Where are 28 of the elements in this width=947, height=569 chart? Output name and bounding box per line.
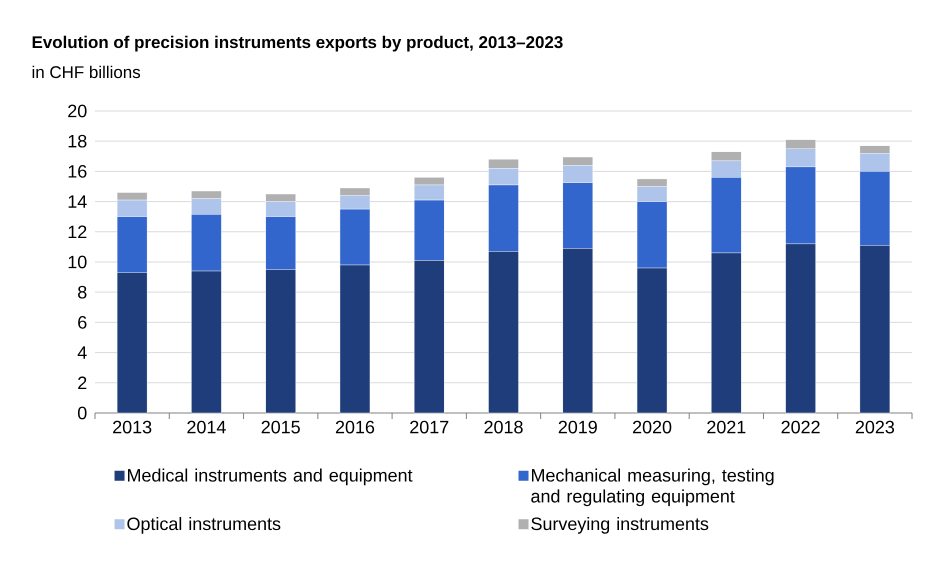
x-tick-label: 2014 bbox=[187, 420, 226, 434]
x-tick-label: 2020 bbox=[633, 420, 672, 434]
x-tick-label: 2018 bbox=[484, 420, 523, 434]
chart-subtitle: in CHF billions bbox=[32, 66, 140, 78]
y-tick-label: 2 bbox=[78, 376, 86, 390]
y-tick-label: 12 bbox=[68, 226, 86, 238]
legend-label: Surveying instruments bbox=[531, 516, 708, 534]
legend-label: Mechanical measuring, testing and regulating equipment bbox=[531, 468, 774, 506]
y-tick-label: 16 bbox=[68, 165, 86, 178]
x-tick-label: 2021 bbox=[707, 420, 746, 434]
x-tick-label: 2019 bbox=[558, 420, 597, 434]
x-tick-label: 2017 bbox=[410, 420, 448, 434]
y-tick-label: 14 bbox=[68, 195, 87, 208]
y-tick-label: 6 bbox=[78, 316, 86, 329]
y-tick-label: 10 bbox=[68, 256, 87, 268]
chart-title: Evolution of precision instruments exports by product, 2013–2023 bbox=[32, 36, 563, 52]
x-tick-label: 2023 bbox=[856, 420, 894, 434]
y-tick-label: 0 bbox=[78, 406, 87, 420]
x-tick-label: 2015 bbox=[262, 420, 300, 434]
legend-label: Medical instruments and equipment bbox=[128, 468, 412, 486]
y-tick-label: 20 bbox=[68, 104, 87, 118]
y-tick-label: 4 bbox=[78, 346, 87, 359]
x-tick-label: 2013 bbox=[113, 420, 152, 434]
x-tick-label: 2022 bbox=[782, 420, 820, 434]
y-tick-label: 8 bbox=[78, 286, 86, 299]
legend-label: Optical instruments bbox=[127, 516, 280, 534]
y-tick-label: 18 bbox=[68, 134, 86, 148]
x-tick-label: 2016 bbox=[336, 420, 374, 434]
